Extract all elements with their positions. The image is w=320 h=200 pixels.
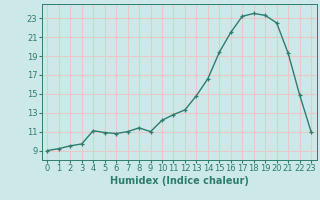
X-axis label: Humidex (Indice chaleur): Humidex (Indice chaleur) bbox=[110, 176, 249, 186]
